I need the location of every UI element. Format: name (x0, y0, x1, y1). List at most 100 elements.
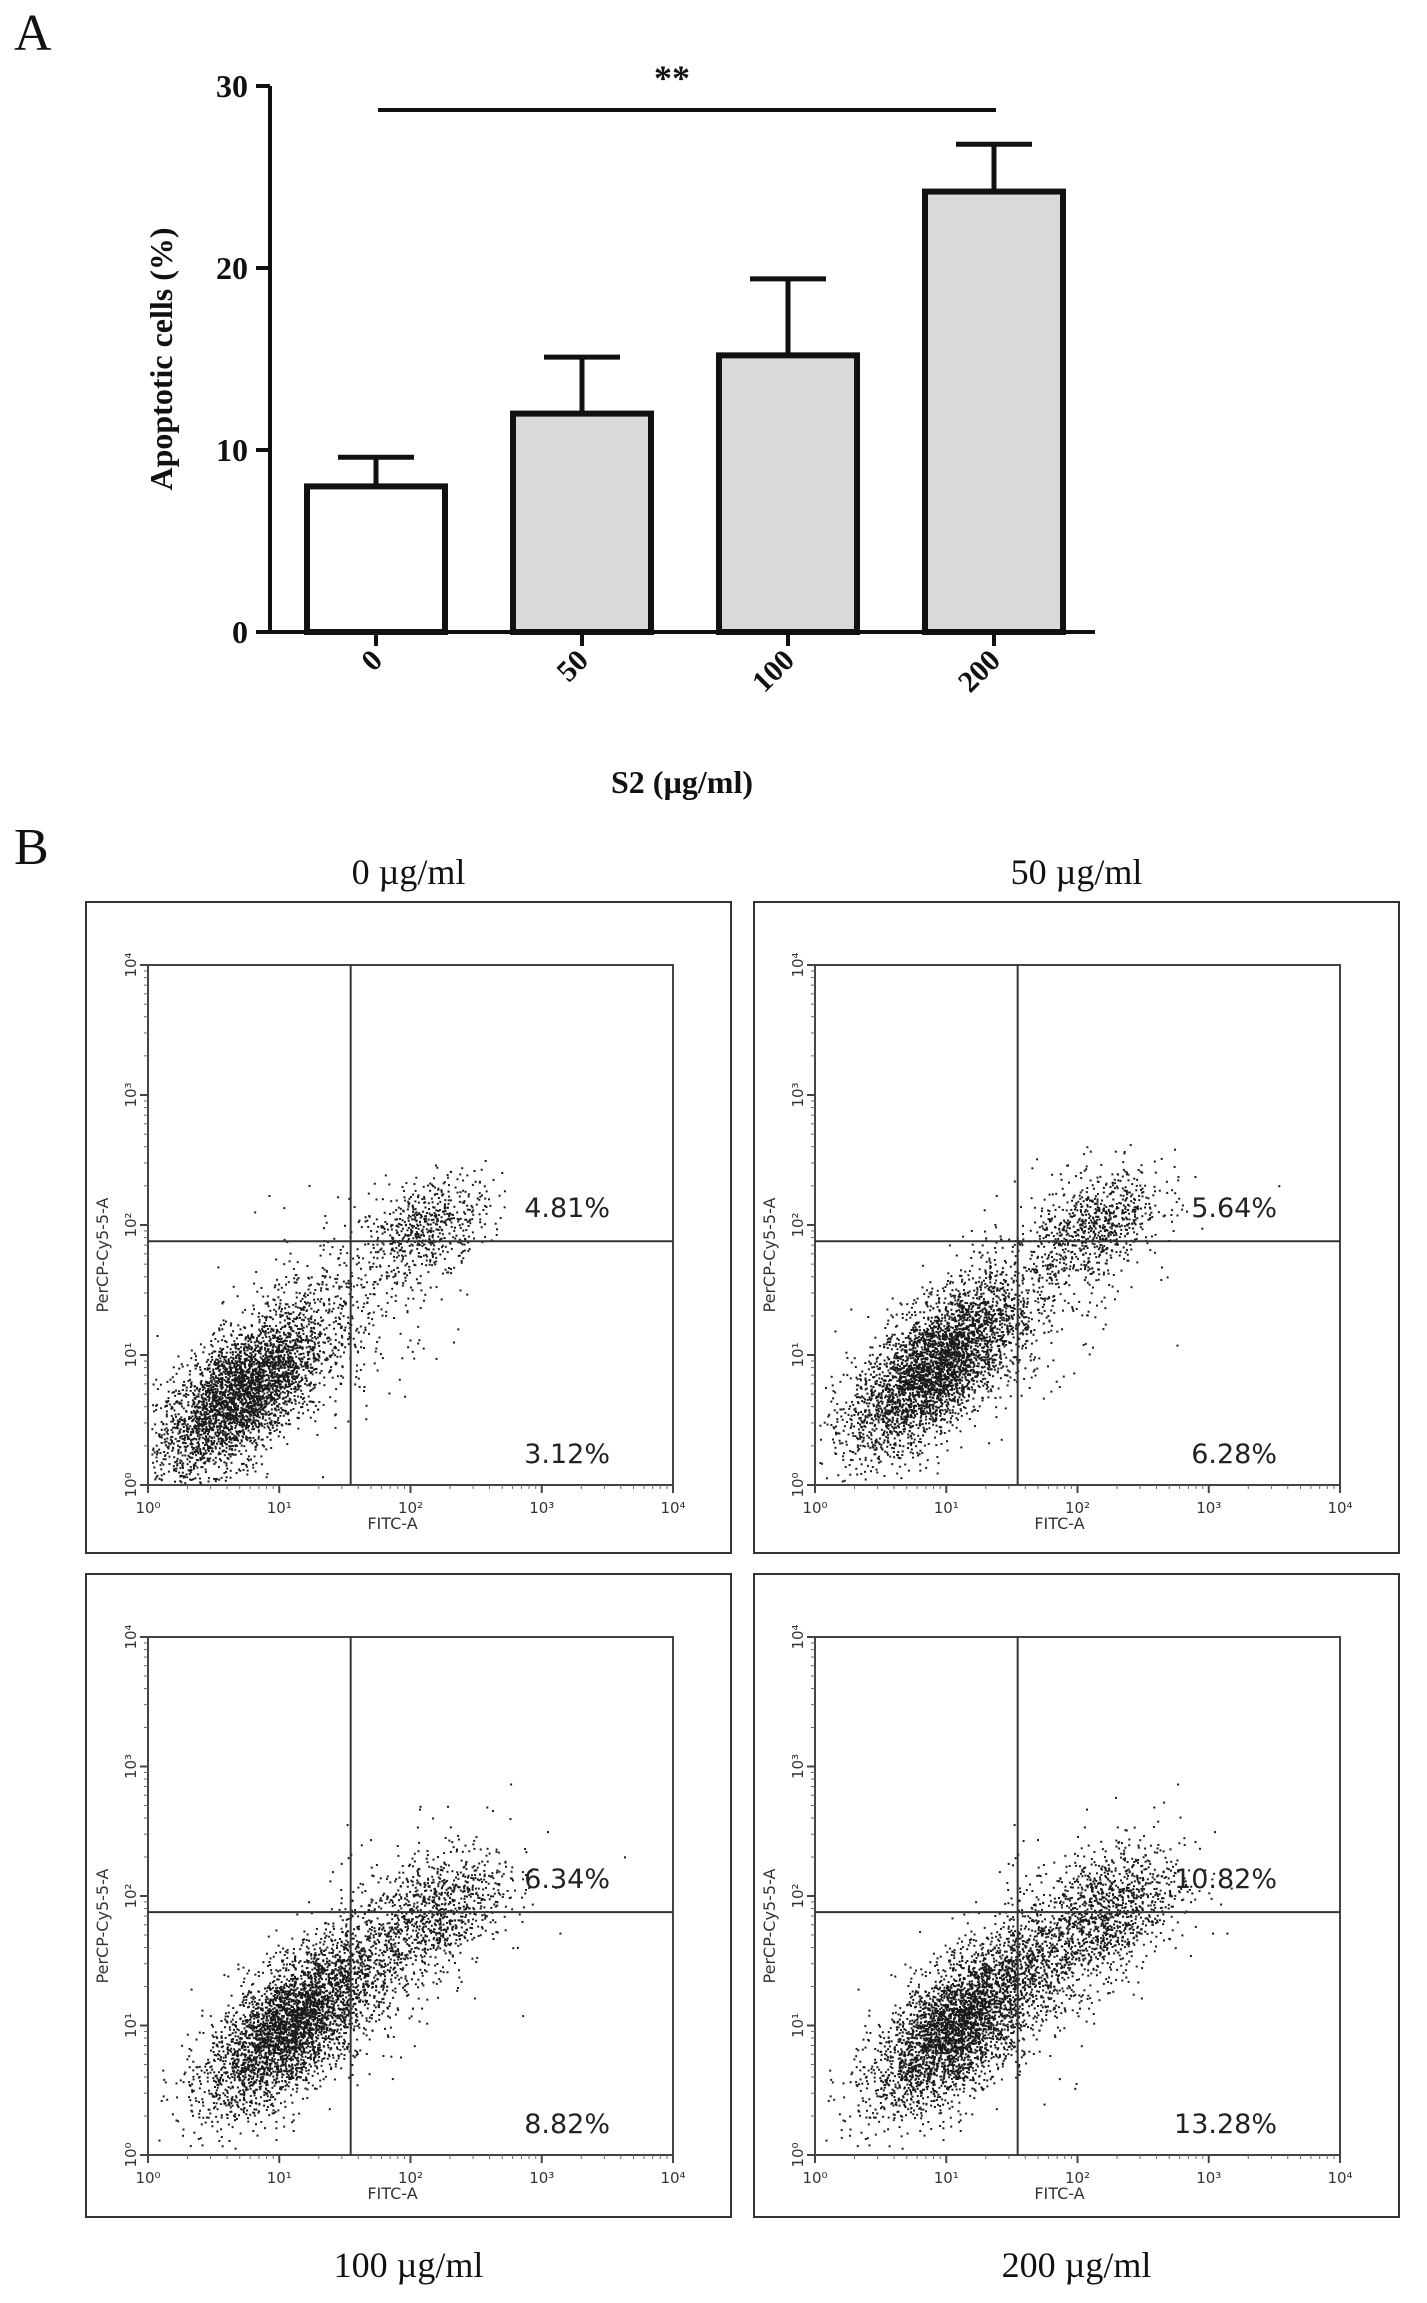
event-dot (252, 1415, 254, 1417)
event-dot (420, 1275, 422, 1277)
event-dot (231, 1344, 233, 1346)
event-dot (237, 1343, 239, 1345)
event-dot (207, 1458, 209, 1460)
event-dot (284, 1340, 286, 1342)
event-dot (284, 1379, 286, 1381)
event-dot (269, 1413, 271, 1415)
event-dot (236, 1337, 238, 1339)
event-dot (215, 1364, 217, 1366)
event-dot (214, 1422, 216, 1424)
event-dot (434, 1187, 436, 1189)
event-dot (278, 1338, 280, 1340)
event-dot (278, 1360, 280, 1362)
event-dot (297, 1347, 299, 1349)
event-dot (290, 1399, 292, 1401)
event-dot (463, 1235, 465, 1237)
event-dot (262, 1418, 264, 1420)
event-dot (309, 1346, 311, 1348)
event-dot (373, 1263, 375, 1265)
event-dot (267, 1359, 269, 1361)
event-dot (279, 1335, 281, 1337)
event-dot (416, 1214, 418, 1216)
event-dot (200, 1411, 202, 1413)
event-dot (328, 1298, 330, 1300)
event-dot (398, 1207, 400, 1209)
event-dot (181, 1363, 183, 1365)
event-dot (171, 1429, 173, 1431)
flow-y-label: PerCP-Cy5-5-A (760, 1198, 779, 1313)
event-dot (276, 1429, 278, 1431)
event-dot (364, 1386, 366, 1388)
event-dot (438, 1248, 440, 1250)
event-dot (307, 1341, 309, 1343)
event-dot (189, 1374, 191, 1376)
event-dot (198, 1438, 200, 1440)
event-dot (202, 1389, 204, 1391)
event-dot (358, 1262, 360, 1264)
event-dot (269, 1310, 271, 1312)
event-dot (220, 1430, 222, 1432)
event-dot (178, 1423, 180, 1425)
event-dot (209, 1415, 211, 1417)
event-dot (337, 1375, 339, 1377)
event-dot (218, 1328, 220, 1330)
event-dot (1001, 1326, 1003, 1328)
event-dot (297, 1328, 299, 1330)
event-dot (923, 1329, 925, 1331)
event-dot (423, 1218, 425, 1220)
event-dot (328, 1311, 330, 1313)
event-dot (282, 1409, 284, 1411)
event-dot (461, 1243, 463, 1245)
event-dot (489, 1205, 491, 1207)
event-dot (177, 1355, 179, 1357)
event-dot (340, 1383, 342, 1385)
event-dot (265, 1336, 267, 1338)
event-dot (215, 1461, 217, 1463)
event-dot (255, 1353, 257, 1355)
event-dot (225, 1384, 227, 1386)
event-dot (400, 1213, 402, 1215)
event-dot (243, 1344, 245, 1346)
event-dot (335, 1427, 337, 1429)
event-dot (187, 1423, 189, 1425)
event-dot (282, 1358, 284, 1360)
event-dot (192, 1392, 194, 1394)
event-dot (435, 1228, 437, 1230)
event-dot (229, 1401, 231, 1403)
event-dot (247, 1403, 249, 1405)
event-dot (935, 1444, 937, 1446)
event-dot (316, 1434, 318, 1436)
event-dot (196, 1467, 198, 1469)
event-dot (239, 1422, 241, 1424)
event-dot (322, 1281, 324, 1283)
event-dot (285, 1276, 287, 1278)
event-dot (186, 1434, 188, 1436)
event-dot (318, 1341, 320, 1343)
event-dot (195, 1465, 197, 1467)
event-dot (278, 1367, 280, 1369)
event-dot (336, 1356, 338, 1358)
event-dot (325, 1310, 327, 1312)
event-dot (976, 1381, 978, 1383)
event-dot (241, 1425, 243, 1427)
event-dot (172, 1417, 174, 1419)
event-dot (231, 1433, 233, 1435)
event-dot (221, 1355, 223, 1357)
event-dot (240, 1355, 242, 1357)
event-dot (202, 1393, 204, 1395)
event-dot (164, 1455, 166, 1457)
event-dot (335, 1320, 337, 1322)
event-dot (295, 1381, 297, 1383)
event-dot (166, 1423, 168, 1425)
event-dot (279, 1415, 281, 1417)
event-dot (827, 1424, 829, 1426)
event-dot (204, 1407, 206, 1409)
event-dot (235, 1425, 237, 1427)
event-dot (159, 1436, 161, 1438)
event-dot (410, 1229, 412, 1231)
event-dot (416, 1237, 418, 1239)
event-dot (332, 1352, 334, 1354)
event-dot (191, 1350, 193, 1352)
event-dot (314, 1420, 316, 1422)
event-dot (270, 1447, 272, 1449)
